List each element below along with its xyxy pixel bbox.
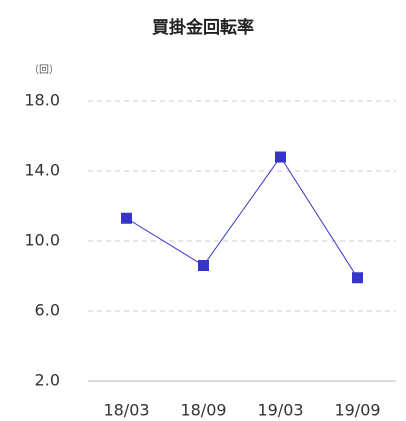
- chart-title: 買掛金回転率: [152, 17, 254, 38]
- data-point: [121, 212, 132, 224]
- series-line: [126, 156, 358, 279]
- y-tick-label: 2.0: [35, 371, 60, 390]
- x-tick-label: 19/09: [334, 401, 380, 420]
- y-tick-label: 14.0: [24, 161, 60, 180]
- y-tick-label: 10.0: [24, 231, 60, 250]
- data-point: [275, 151, 286, 163]
- x-tick-label: 19/03: [257, 401, 303, 420]
- y-axis-label: （回）: [29, 64, 59, 76]
- data-point: [352, 272, 363, 284]
- x-tick-label: 18/09: [180, 401, 226, 420]
- x-tick-label: 18/03: [103, 401, 149, 420]
- y-tick-label: 6.0: [35, 301, 60, 320]
- data-point: [198, 260, 209, 271]
- y-tick-label: 18.0: [24, 91, 60, 110]
